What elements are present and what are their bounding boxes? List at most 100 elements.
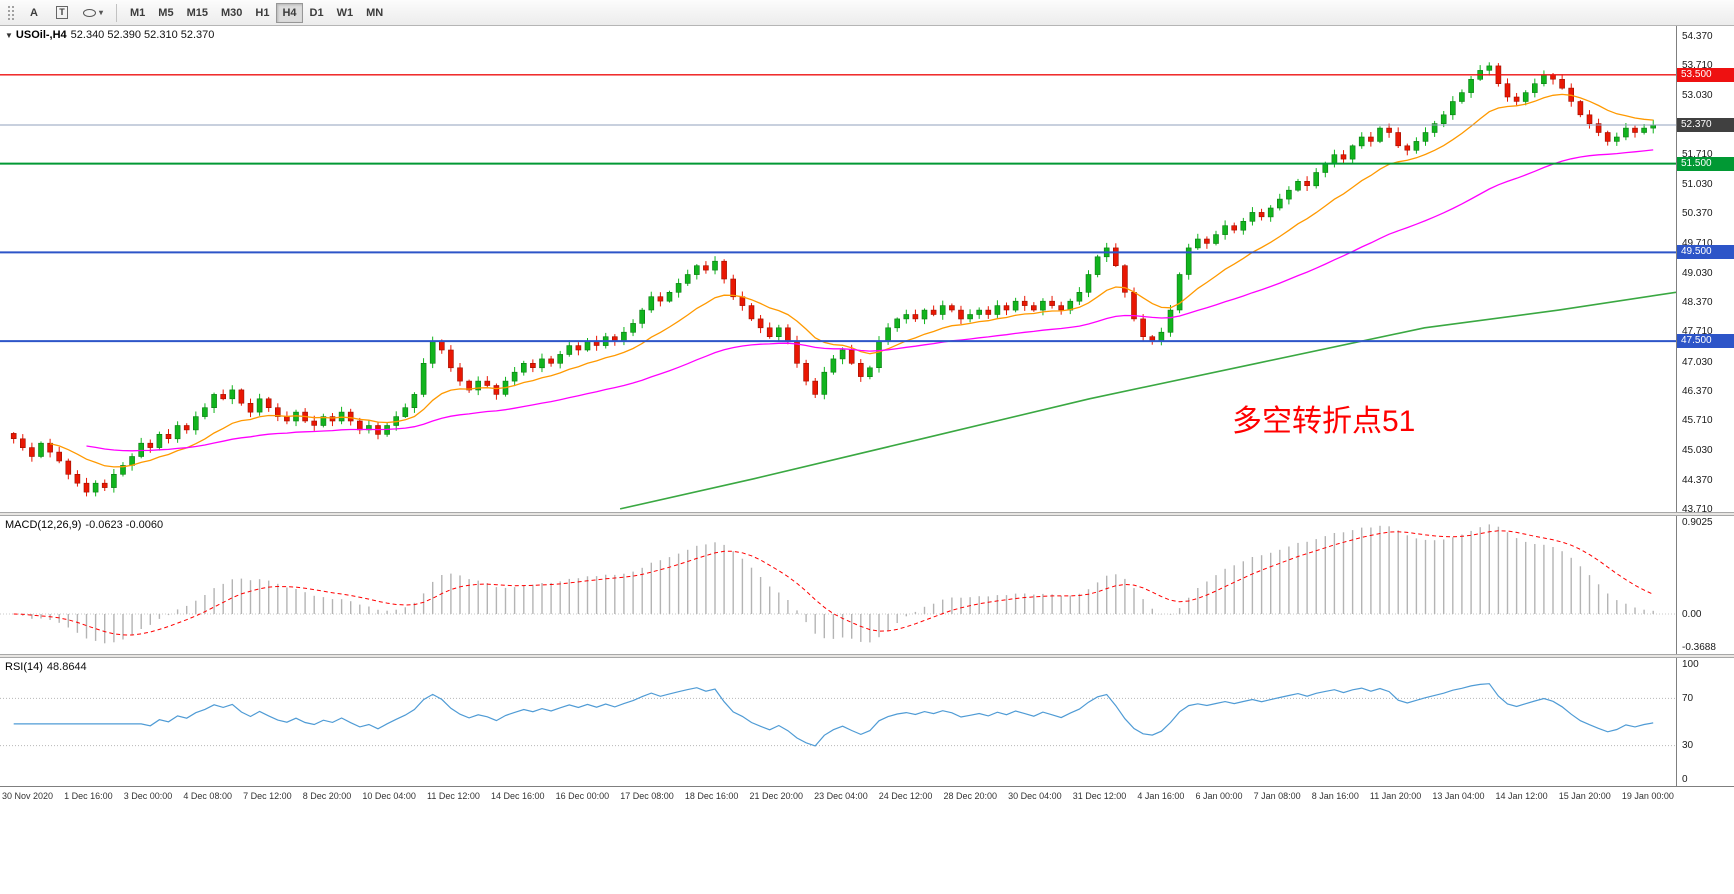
- rsi-tick: 0: [1682, 774, 1688, 785]
- price-tick: 54.370: [1682, 30, 1713, 42]
- timeframe-button-d1[interactable]: D1: [304, 3, 330, 23]
- price-tick: 47.710: [1682, 326, 1713, 338]
- text-tool-button[interactable]: A: [21, 3, 47, 23]
- time-label: 31 Dec 12:00: [1072, 791, 1127, 801]
- time-label: 7 Dec 12:00: [243, 791, 292, 801]
- time-label: 30 Nov 2020: [2, 791, 54, 801]
- price-chart-svg: [0, 62, 1676, 510]
- time-label: 1 Dec 16:00: [64, 791, 113, 801]
- time-label: 8 Dec 20:00: [302, 791, 352, 801]
- price-tick: 51.710: [1682, 148, 1713, 160]
- panel-splitter[interactable]: [0, 654, 1734, 658]
- macd-axis[interactable]: 0.9025 0.00 -0.3688: [1676, 516, 1734, 654]
- rsi-label: RSI(14): [5, 661, 43, 673]
- rsi-panel[interactable]: RSI(14) 48.8644: [0, 658, 1676, 786]
- ma-slow-line: [619, 291, 1676, 510]
- macd-header: MACD(12,26,9) -0.0623 -0.0060: [5, 519, 163, 531]
- chart-area: ▼ USOil-,H4 52.340 52.390 52.310 52.370 多空…: [0, 26, 1734, 894]
- macd-signal-line: [13, 530, 1654, 636]
- time-label: 7 Jan 08:00: [1253, 791, 1301, 801]
- macd-tick: 0.9025: [1682, 517, 1713, 528]
- shapes-tool-button[interactable]: ▾: [77, 3, 109, 23]
- rsi-axis[interactable]: 100 70 30 0: [1676, 658, 1734, 786]
- chevron-down-icon: ▾: [99, 8, 104, 17]
- time-label: 16 Dec 00:00: [555, 791, 610, 801]
- time-label: 23 Dec 04:00: [814, 791, 868, 801]
- price-tick: 45.710: [1682, 415, 1713, 427]
- timeframe-button-m15[interactable]: M15: [181, 3, 214, 23]
- price-tick: 48.370: [1682, 297, 1713, 308]
- price-tick: 47.030: [1682, 356, 1713, 368]
- price-tick: 44.370: [1682, 474, 1713, 486]
- time-label: 13 Jan 04:00: [1432, 791, 1485, 801]
- price-tick: 45.030: [1682, 445, 1713, 457]
- timeframe-button-m5[interactable]: M5: [152, 3, 179, 23]
- time-label: 14 Jan 12:00: [1495, 791, 1548, 801]
- timeframe-button-w1[interactable]: W1: [331, 3, 360, 23]
- price-tick: 53.710: [1682, 60, 1713, 71]
- price-tag: 49.500: [1677, 245, 1734, 260]
- timeframe-button-m30[interactable]: M30: [215, 3, 248, 23]
- text-label-tool-button[interactable]: T: [49, 3, 75, 23]
- time-label: 15 Jan 20:00: [1558, 791, 1611, 801]
- symbol-dropdown-icon[interactable]: ▼: [5, 31, 13, 40]
- rsi-tick: 70: [1682, 692, 1694, 704]
- ohlc-readout: 52.340 52.390 52.310 52.370: [70, 29, 215, 41]
- time-label: 28 Dec 20:00: [943, 791, 997, 801]
- macd-chart-svg: [0, 524, 1676, 644]
- text-label-icon: T: [56, 6, 68, 19]
- candles-group: [10, 62, 1656, 497]
- macd-panel[interactable]: MACD(12,26,9) -0.0623 -0.0060: [0, 516, 1676, 654]
- bottom-filler: [0, 808, 1734, 894]
- panel-splitter[interactable]: [0, 512, 1734, 516]
- rsi-tick: 100: [1682, 659, 1699, 670]
- price-tag: 52.370: [1677, 118, 1734, 132]
- macd-label: MACD(12,26,9): [5, 519, 82, 531]
- time-label: 19 Jan 00:00: [1621, 791, 1674, 801]
- macd-tick: -0.3688: [1682, 642, 1716, 653]
- price-tag: 51.500: [1677, 156, 1734, 171]
- timeframe-group: M1 M5 M15 M30 H1 H4 D1 W1 MN: [124, 2, 389, 23]
- ellipse-shape-icon: [83, 8, 96, 17]
- time-label: 24 Dec 12:00: [878, 791, 933, 801]
- time-label: 18 Dec 16:00: [684, 791, 739, 801]
- ma-fast-line: [49, 93, 1654, 468]
- time-label: 4 Dec 08:00: [183, 791, 232, 801]
- macd-histogram: [12, 524, 1654, 644]
- time-label: 17 Dec 08:00: [620, 791, 674, 801]
- price-tick: 50.370: [1682, 208, 1713, 220]
- chart-text-annotation[interactable]: 多空转折点51: [1232, 405, 1416, 438]
- price-tag: 47.500: [1677, 334, 1734, 349]
- price-axis[interactable]: 54.370 53.710 53.030 52.370 51.710 51.030 50.3…: [1676, 26, 1734, 512]
- time-label: 14 Dec 16:00: [490, 791, 545, 801]
- rsi-value: 48.8644: [46, 661, 87, 673]
- price-tick: 53.030: [1682, 90, 1713, 102]
- time-label: 11 Dec 12:00: [426, 791, 480, 801]
- price-tick: 49.030: [1682, 267, 1713, 279]
- time-label: 10 Dec 04:00: [362, 791, 416, 801]
- timeframe-button-mn[interactable]: MN: [360, 3, 389, 23]
- symbol-timeframe-label: USOil-,H4: [15, 29, 67, 41]
- time-axis[interactable]: 30 Nov 2020 1 Dec 16:00 3 Dec 00:00 4 Dec 0…: [0, 786, 1734, 808]
- time-label: 8 Jan 16:00: [1311, 791, 1359, 801]
- price-tick: 43.710: [1682, 503, 1713, 512]
- toolbar-separator: [116, 3, 118, 22]
- rsi-line: [13, 683, 1654, 747]
- main-price-panel[interactable]: ▼ USOil-,H4 52.340 52.390 52.310 52.370 多空…: [0, 26, 1676, 512]
- timeframe-button-m1[interactable]: M1: [124, 3, 151, 23]
- chart-header: ▼ USOil-,H4 52.340 52.390 52.310 52.370: [5, 29, 214, 41]
- time-label: 30 Dec 04:00: [1008, 791, 1062, 801]
- ma-mid-line: [86, 149, 1654, 452]
- rsi-header: RSI(14) 48.8644: [5, 661, 87, 673]
- price-tick: 49.710: [1682, 237, 1713, 249]
- rsi-chart-svg: [0, 683, 1676, 747]
- price-tick: 46.370: [1682, 385, 1713, 397]
- macd-values: -0.0623 -0.0060: [85, 519, 164, 531]
- rsi-tick: 30: [1682, 740, 1694, 752]
- toolbar-drag-handle-icon[interactable]: [7, 4, 16, 21]
- price-tag: 53.500: [1677, 67, 1734, 82]
- timeframe-button-h1[interactable]: H1: [249, 3, 275, 23]
- timeframe-button-h4[interactable]: H4: [276, 2, 303, 23]
- time-label: 11 Jan 20:00: [1369, 791, 1422, 801]
